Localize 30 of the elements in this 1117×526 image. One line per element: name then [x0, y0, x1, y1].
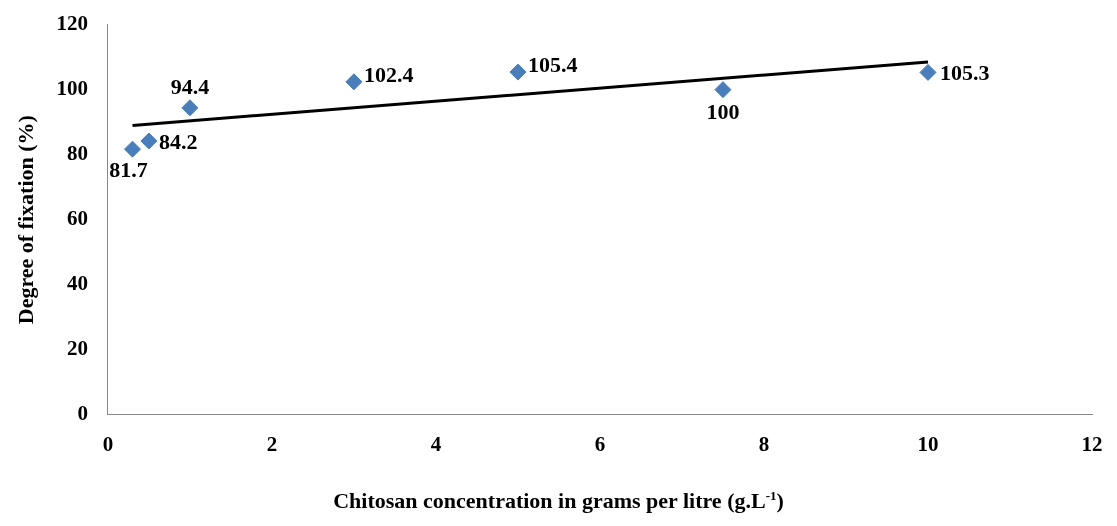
point	[345, 73, 363, 91]
x-tick-label: 8	[758, 431, 770, 456]
data-label: 100	[706, 99, 740, 125]
data-label: 84.2	[158, 128, 198, 154]
x-tick-label: 4	[430, 431, 442, 456]
x-tick-label: 10	[917, 431, 939, 456]
y-tick-label: 0	[77, 401, 88, 426]
y-tick-label: 20	[66, 336, 88, 361]
point	[140, 132, 158, 150]
point	[181, 99, 199, 117]
y-tick-label: 100	[56, 76, 88, 101]
point	[919, 63, 937, 81]
point	[124, 140, 141, 158]
point	[714, 81, 732, 99]
x-tick-label: 0	[102, 431, 114, 456]
x-tick-label: 6	[594, 431, 606, 456]
point	[509, 63, 527, 81]
y-tick-label: 80	[66, 141, 88, 166]
data-label: 81.7	[109, 156, 148, 182]
data-label: 102.4	[363, 61, 414, 87]
y-axis-title: Degree of fixation (%)	[12, 115, 38, 325]
data-label: 94.4	[170, 73, 210, 99]
data-label: 105.4	[527, 51, 578, 77]
x-tick-label: 12	[1081, 431, 1103, 456]
y-tick-label: 120	[56, 11, 88, 36]
y-tick-label: 60	[66, 206, 88, 231]
x-tick-label: 2	[266, 431, 278, 456]
y-tick-label: 40	[66, 271, 88, 296]
x-axis-title: Chitosan concentration in grams per litre (g.L$^{-1}$)	[332, 488, 785, 515]
data-label: 105.3	[939, 60, 990, 86]
